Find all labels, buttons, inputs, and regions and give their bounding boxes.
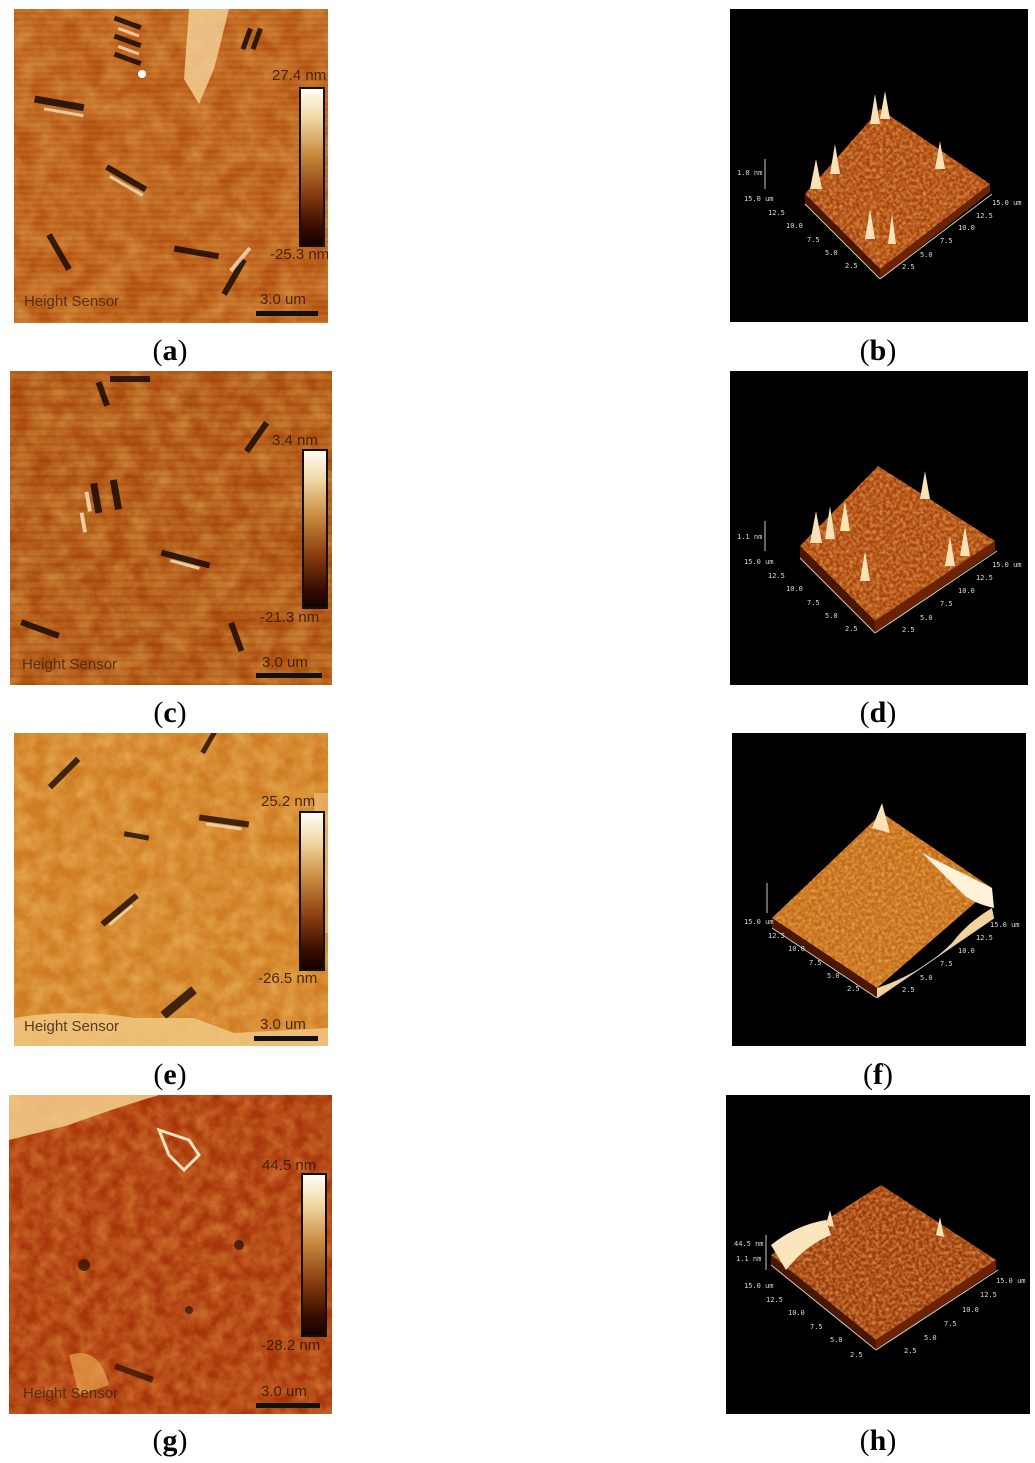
tick-left-5: 5.0 — [825, 249, 838, 257]
tick-left-4: 7.5 — [807, 599, 820, 607]
tick-left-2: 12.5 — [768, 932, 785, 940]
afm-height-image-a: 27.4 nm -25.3 nm Height Sensor 3.0 um — [14, 9, 328, 323]
tick-left-6: 2.5 — [850, 1351, 863, 1359]
tick-right-1: 15.0 um — [992, 199, 1022, 207]
tick-right-5: 5.0 — [920, 614, 933, 622]
tick-left-6: 2.5 — [845, 625, 858, 633]
colorbar-min-label: -26.5 nm — [258, 970, 318, 987]
colorbar — [299, 87, 325, 247]
colorbar-max-label: 44.5 nm — [262, 1157, 317, 1174]
afm-height-image-g: 44.5 nm -28.2 nm Height Sensor 3.0 um — [9, 1095, 332, 1414]
channel-label: Height Sensor — [22, 656, 118, 673]
z-axis-label: 1.0 nm — [737, 169, 763, 177]
tick-left-6: 2.5 — [845, 262, 858, 270]
tick-right-1: 15.0 um — [996, 1277, 1026, 1285]
tick-right-6: 2.5 — [904, 1347, 917, 1355]
tick-right-4: 7.5 — [940, 960, 953, 968]
colorbar-max-label: 25.2 nm — [261, 793, 316, 810]
tick-left-6: 2.5 — [847, 985, 860, 993]
caption-h: (h) — [859, 1424, 897, 1457]
afm-3d-surface-h: 44.5 nm 1.1 nm 15.0 um 12.5 10.0 7.5 5.0… — [726, 1095, 1030, 1414]
colorbar-min-label: -28.2 nm — [261, 1337, 321, 1354]
tick-right-3: 10.0 — [962, 1306, 979, 1314]
afm-height-image-e: 25.2 nm -26.5 nm Height Sensor 3.0 um — [14, 733, 328, 1046]
scale-label: 3.0 um — [262, 654, 308, 671]
tick-left-4: 7.5 — [807, 236, 820, 244]
tick-right-1: 15.0 um — [990, 921, 1020, 929]
colorbar — [302, 449, 328, 609]
scale-label: 3.0 um — [260, 1016, 306, 1033]
caption-f: (f) — [863, 1058, 893, 1091]
afm-3d-surface-f: 15.0 um 12.5 10.0 7.5 5.0 2.5 15.0 um 12… — [732, 733, 1026, 1046]
caption-a: (a) — [152, 334, 188, 367]
tick-right-2: 12.5 — [980, 1291, 997, 1299]
tick-left-5: 5.0 — [830, 1336, 843, 1344]
colorbar — [299, 811, 325, 971]
tick-right-4: 7.5 — [944, 1320, 957, 1328]
scale-bar — [256, 1403, 320, 1408]
channel-label: Height Sensor — [23, 1385, 119, 1402]
tick-right-6: 2.5 — [902, 263, 915, 271]
tick-left-4: 7.5 — [809, 959, 822, 967]
caption-b: (b) — [859, 334, 897, 367]
tick-right-2: 12.5 — [976, 212, 993, 220]
tick-left-3: 10.0 — [788, 1309, 805, 1317]
tick-right-4: 7.5 — [940, 600, 953, 608]
scale-bar — [256, 311, 318, 316]
afm-height-image-c: 3.4 nm -21.3 nm Height Sensor 3.0 um — [10, 371, 332, 685]
afm-3d-surface-b: 1.0 nm 15.0 um 12.5 10.0 7.5 5.0 2.5 15.… — [730, 9, 1028, 322]
tick-left-5: 5.0 — [825, 612, 838, 620]
channel-label: Height Sensor — [24, 293, 120, 310]
tick-right-3: 10.0 — [958, 587, 975, 595]
caption-g: (g) — [152, 1424, 188, 1457]
colorbar-max-label: 27.4 nm — [272, 67, 327, 84]
tick-left-1: 15.0 um — [744, 558, 774, 566]
tick-right-4: 7.5 — [940, 237, 953, 245]
tick-left-3: 10.0 — [788, 945, 805, 953]
colorbar-min-label: -21.3 nm — [260, 609, 320, 626]
tick-right-5: 5.0 — [924, 1334, 937, 1342]
tick-left-2: 12.5 — [768, 572, 785, 580]
tick-right-5: 5.0 — [920, 251, 933, 259]
tick-left-1: 15.0 um — [744, 918, 774, 926]
tick-right-2: 12.5 — [976, 934, 993, 942]
tick-right-3: 10.0 — [958, 947, 975, 955]
caption-d: (d) — [859, 696, 897, 729]
colorbar-min-label: -25.3 nm — [270, 246, 328, 263]
z-axis-label-max: 44.5 nm — [734, 1240, 764, 1248]
z-axis-label: 1.1 nm — [737, 533, 763, 541]
channel-label: Height Sensor — [24, 1018, 120, 1035]
caption-c: (c) — [153, 696, 187, 729]
tick-left-2: 12.5 — [768, 209, 785, 217]
tick-left-3: 10.0 — [786, 585, 803, 593]
tick-right-5: 5.0 — [920, 974, 933, 982]
scale-label: 3.0 um — [261, 1383, 307, 1400]
tick-left-1: 15.0 um — [744, 1282, 774, 1290]
colorbar — [301, 1173, 327, 1337]
tick-left-5: 5.0 — [827, 972, 840, 980]
scale-label: 3.0 um — [260, 291, 306, 308]
tick-right-3: 10.0 — [958, 224, 975, 232]
tick-right-6: 2.5 — [902, 986, 915, 994]
tick-right-1: 15.0 um — [992, 561, 1022, 569]
tick-left-2: 12.5 — [766, 1296, 783, 1304]
afm-3d-surface-d: 1.1 nm 15.0 um 12.5 10.0 7.5 5.0 2.5 15.… — [730, 371, 1028, 685]
tick-left-4: 7.5 — [810, 1323, 823, 1331]
z-axis-label-min: 1.1 nm — [736, 1255, 762, 1263]
colorbar-max-label: 3.4 nm — [272, 432, 318, 449]
tick-left-3: 10.0 — [786, 222, 803, 230]
tick-left-1: 15.0 um — [744, 195, 774, 203]
tick-right-6: 2.5 — [902, 626, 915, 634]
scale-bar — [256, 673, 322, 678]
scale-bar — [254, 1036, 318, 1041]
tick-right-2: 12.5 — [976, 574, 993, 582]
caption-e: (e) — [153, 1058, 187, 1091]
